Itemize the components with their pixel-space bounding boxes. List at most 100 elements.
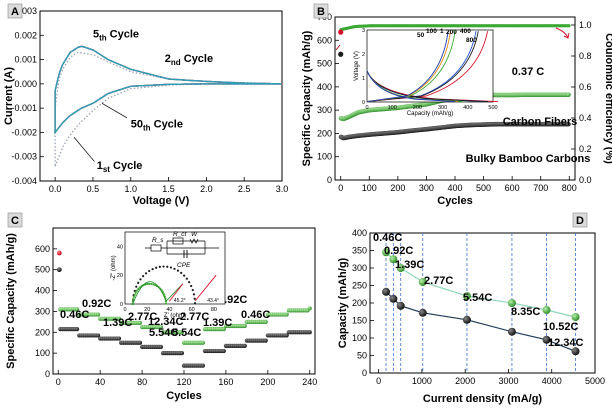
panel-a-ytick-label: 0.002	[14, 30, 37, 40]
panel-a-ytick-label: -0.001	[11, 103, 37, 113]
panel-c-rate-label: 12.34C	[148, 316, 184, 328]
panel-b-xlabel: Cycles	[437, 195, 472, 207]
panel-b-inset-xtick-label: 500	[488, 105, 497, 111]
panel-tag: A	[11, 6, 19, 18]
panel-c-inset-eis-point-green	[165, 302, 168, 305]
panel-c-inset-ytick-label: 40	[117, 244, 123, 250]
panel-tag-box	[313, 3, 329, 19]
panel-a-xtick-label: 1.0	[124, 184, 137, 194]
panel-b-inset-xtick-label: 100	[388, 105, 397, 111]
panel-b-ytick-label: 300	[317, 105, 332, 115]
panel-a-annotation-50th: 50th Cycle	[131, 119, 183, 133]
panel-c-point	[137, 320, 143, 325]
panel-c-inset-eis-point-black	[137, 281, 140, 284]
panel-c-rate-label: 0.92C	[218, 294, 247, 306]
panel-b-y2tick-label: 0.2	[579, 144, 592, 154]
panel-a-leader	[101, 102, 128, 119]
panel-b-inset-charge-curve	[366, 31, 456, 102]
panel-b-ytick-label: 0	[327, 175, 332, 185]
panel-b-xtick-label: 0	[338, 183, 343, 193]
panel-c-inset-eis-point-green	[152, 283, 155, 286]
panel-c-inset-eis-point-black	[148, 269, 151, 273]
panel-b-capacity-point	[566, 121, 571, 127]
panel-d-rate-label: 1.39C	[395, 259, 424, 271]
panel-c-point	[221, 327, 226, 332]
panel-c-point	[179, 351, 185, 356]
panel-d-xtick-label: 5000	[585, 376, 605, 386]
panel-a-annotation-5th: 5th Cycle	[93, 29, 139, 43]
panel-c-point	[242, 323, 247, 329]
panel-b-ce-point	[567, 24, 571, 28]
panel-a-frame	[39, 10, 283, 182]
panel-c-inset-eis-point-black	[190, 284, 193, 288]
panel-a-xtick-label: 0.5	[87, 184, 100, 194]
panel-c-point	[158, 344, 164, 349]
panel-d-point	[507, 327, 516, 336]
panel-c-ylabel: Specific Capacity (mAh/g)	[5, 233, 17, 369]
panel-b-xtick-label: 500	[476, 183, 491, 193]
panel-tag: B	[317, 6, 325, 18]
panel-c-rate-label: 5.54C	[149, 327, 178, 339]
panel-c-inset-ytick-label: 0	[120, 302, 123, 308]
panel-c-ytick-label: 500	[35, 265, 50, 275]
panel-c-point	[307, 330, 312, 335]
panel-c-inset-eis-point-black	[173, 267, 176, 270]
panel-d-xtick-label: 3000	[498, 376, 518, 386]
panel-c-point	[95, 333, 101, 338]
panel-c-point	[75, 307, 80, 312]
panel-d-point	[462, 292, 471, 300]
panel-c-inset-eis-point-black	[192, 293, 196, 296]
panel-d-point	[396, 301, 405, 310]
panel-a: 0.0 0.5 1.0 1.5 2.0 2.5 3.0 -0.004 -0.003 -0.002 -…	[3, 3, 289, 207]
panel-b-legend-carbon-fibers: Carbon Fibers	[503, 116, 578, 128]
panel-d-point	[542, 306, 551, 314]
panel-b-inset-curve-label: 800	[466, 37, 477, 44]
panel-b-ytick-label: 500	[317, 59, 332, 69]
panel-c-inset-eis-point-black	[158, 265, 161, 268]
panel-c-inset-eis-point-green	[146, 282, 149, 286]
panel-d-xtick-label: 0	[376, 376, 381, 386]
panel-b-legend-bamboo: Bulky Bamboo Carbons	[466, 153, 591, 165]
panel-c-inset-eis-point-black	[142, 275, 145, 278]
panel-c-circuit-label: R_ct	[173, 231, 188, 238]
panel-d-rate-label: 0.46C	[373, 232, 402, 244]
panel-c-point	[95, 312, 101, 317]
panel-d-point	[389, 294, 398, 303]
panel-c-xtick-label: 40	[95, 377, 105, 387]
panel-d-point	[396, 264, 405, 272]
panel-c-first-cycle-point	[56, 250, 62, 256]
panel-b-inset-curve-label: 100	[426, 28, 437, 35]
panel-c-inset-fit-red	[194, 274, 217, 302]
panel-d-rate-label: 5.54C	[463, 292, 492, 304]
panel-d-ytick-label: 100	[352, 333, 367, 343]
panel-d-ytick-label: 150	[352, 316, 367, 326]
panel-b-first-cycle-point	[338, 29, 344, 35]
panel-c-inset-eis-point-black	[193, 297, 196, 300]
panel-c-xtick-label: 80	[137, 377, 147, 387]
panel-a-xtick-label: 3.0	[276, 184, 289, 194]
panel-b-inset-ytick-label: 0	[362, 100, 365, 106]
panel-c-point	[116, 336, 122, 341]
panel-b-inset-ytick-label: 3	[362, 28, 365, 34]
panel-a-series-1st	[54, 51, 283, 167]
panel-c-inset-eis-point-green	[135, 289, 139, 292]
panel-c-rate-label: 2.77C	[128, 311, 157, 323]
panel-c-point	[200, 340, 205, 345]
panel-c-inset-eis-point-green	[150, 282, 153, 286]
panel-c-inset-eis-point-black	[185, 277, 188, 280]
panel-c-inset-eis-point-black	[135, 285, 138, 288]
panel-b-ylabel: Specific Capacity (mAh/g)	[301, 30, 313, 166]
panel-b-xtick-label: 200	[390, 183, 405, 193]
panel-c-inset-eis-point-green	[134, 291, 137, 294]
panel-c-first-cycle-point	[56, 267, 62, 273]
panel-d-xtick-label: 4000	[542, 376, 562, 386]
panel-c-rate-label: 2.77C	[180, 311, 209, 323]
panel-d-point	[418, 278, 427, 286]
panel-b-inset-charge-curve	[366, 31, 488, 102]
panel-d-point	[571, 347, 580, 356]
panel-c-inset-eis-point-green	[132, 295, 135, 298]
panel-b-inset-ytick-label: 2	[362, 52, 365, 58]
panel-c-inset-eis-point-black	[169, 266, 173, 269]
panel-c-point	[200, 363, 205, 368]
panel-c-inset-eis-point-black	[176, 269, 180, 272]
